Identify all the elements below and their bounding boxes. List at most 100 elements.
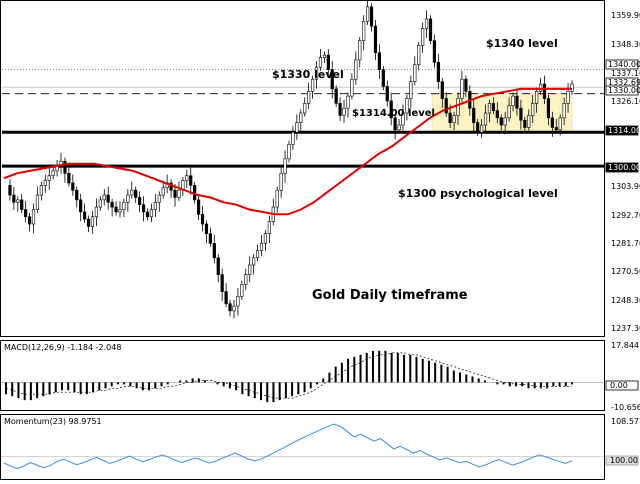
candle-body [200, 214, 205, 225]
candle-body [283, 158, 287, 174]
candle-body [12, 194, 16, 203]
candle-body [161, 187, 165, 196]
price-tags: 1340.00 1332.69 1330.00 1314.00 1300.00 [605, 59, 640, 173]
candle-body [550, 117, 554, 128]
candle-body [63, 160, 67, 174]
candle-body [75, 189, 79, 201]
candle-body [267, 221, 271, 234]
candle-body [570, 83, 574, 92]
y-tick-label: 1281.70 [611, 239, 640, 248]
candle-body [562, 103, 566, 119]
candle-body [389, 100, 393, 119]
candle-body [299, 112, 303, 123]
candle-body [114, 206, 118, 213]
candle-body [157, 194, 161, 203]
candle-body [479, 124, 484, 133]
candle-body [554, 127, 558, 131]
price-tag-last: 1332.69 [608, 78, 640, 87]
price-tag-1330: 1330.00 [608, 86, 640, 95]
candle-body [440, 81, 444, 99]
candle-body [20, 199, 24, 210]
candle-body [118, 209, 122, 213]
candle-body [189, 175, 193, 186]
candle-body [71, 182, 75, 191]
candle-body [432, 40, 437, 63]
macd-title: MACD(12,26,9) -1.184 -2.048 [4, 343, 121, 352]
candle-body [83, 211, 87, 220]
price-layer [2, 0, 604, 319]
candle-body [8, 185, 12, 196]
candle-body [291, 132, 295, 145]
momentum-y-tick: 108.5773 [611, 417, 640, 426]
candle-body [362, 21, 366, 41]
candle-body [255, 250, 260, 259]
candle-body [322, 54, 326, 58]
y-tick-label: 1270.50 [611, 267, 640, 276]
candle-body [90, 216, 95, 227]
candle-body [130, 189, 134, 196]
y-tick-label: 1248.30 [611, 296, 640, 305]
macd-signal-line [5, 352, 572, 399]
level-1314-label: $1314.00 level [352, 108, 435, 119]
candle-body [487, 103, 492, 114]
candle-body [464, 78, 468, 92]
candle-body [495, 110, 499, 119]
price-tag-1314: 1314.00 [608, 126, 640, 135]
candle-body [149, 209, 154, 218]
candle-body [476, 122, 480, 133]
candle-body [421, 28, 425, 46]
level-1330-label: $1330 level [272, 68, 344, 81]
candle-body [330, 69, 334, 90]
candle-body [499, 117, 503, 126]
macd-y-tick: -10.656 [611, 403, 640, 412]
candle-body [212, 243, 216, 259]
candle-body [519, 107, 523, 121]
candle-body [39, 185, 43, 196]
y-tick-label: 1292.70 [611, 211, 640, 220]
price-y-axis: 1359.90 1348.30 1337.10 1326.10 1303.90 … [611, 11, 640, 333]
y-tick-label: 1337.10 [611, 69, 640, 78]
candle-body [527, 115, 531, 128]
candle-body [208, 233, 212, 244]
macd-zero-tag: 0.00 [610, 381, 628, 390]
momentum-line [3, 423, 573, 470]
candle-body [515, 95, 519, 109]
candle-body [224, 291, 228, 304]
macd-zero-tag-box [605, 380, 639, 391]
candle-body [452, 115, 456, 123]
candle-body [542, 83, 547, 99]
level-1300-label: $1300 psychological level [398, 187, 558, 200]
candle-body [436, 62, 440, 82]
y-tick-label: 1348.30 [611, 40, 640, 49]
candle-body [397, 124, 401, 131]
candle-body [338, 103, 342, 116]
candle-body [460, 78, 464, 99]
moving-average-line [3, 87, 572, 216]
candle-body [307, 90, 311, 104]
y-tick-label: 1359.90 [611, 11, 640, 20]
y-tick-label: 1237.30 [611, 324, 640, 333]
candle-body [35, 194, 40, 210]
momentum-pane-frame [0, 414, 605, 480]
candle-body [366, 6, 370, 22]
candle-body [153, 201, 157, 210]
macd-pane-frame [0, 340, 605, 411]
price-tag-1300: 1300.00 [608, 163, 640, 172]
price-tag-box [605, 59, 639, 70]
candle-body [252, 257, 256, 266]
candle-body [141, 204, 146, 213]
candle-body [244, 274, 248, 285]
candle-body [126, 194, 130, 203]
candle-body [138, 197, 142, 205]
candle-body [373, 25, 378, 53]
candle-body [31, 209, 36, 225]
candle-body [47, 175, 51, 181]
candle-body [106, 194, 110, 203]
candle-body [381, 69, 385, 87]
momentum-tag-box [605, 455, 639, 466]
momentum-title: Momentum(23) 98.9751 [4, 417, 102, 426]
candle-body [177, 189, 181, 198]
candle-body [393, 117, 397, 131]
candle-body [110, 201, 114, 208]
